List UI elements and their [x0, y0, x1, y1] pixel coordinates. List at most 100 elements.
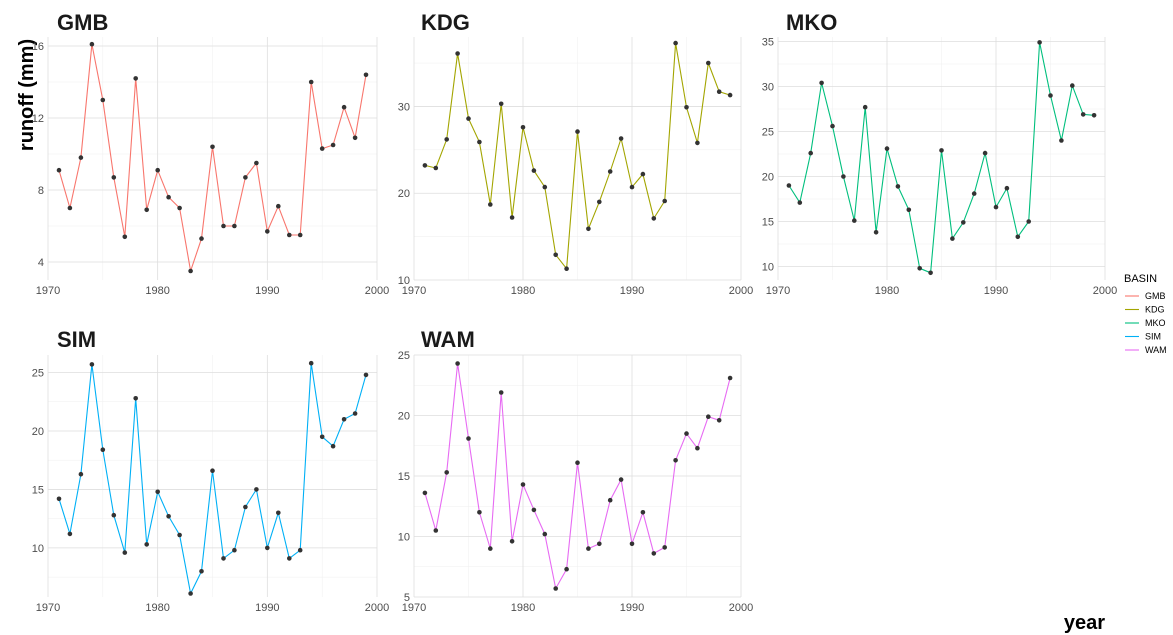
data-point — [1080, 112, 1086, 117]
data-point — [695, 445, 700, 451]
x-tick-label: 2000 — [365, 602, 389, 614]
panel-title-gmb: GMB — [57, 10, 108, 35]
data-point — [597, 199, 602, 205]
x-axis-title: year — [1064, 612, 1105, 634]
panel-title-sim: SIM — [57, 327, 96, 352]
y-tick-label: 20 — [32, 426, 44, 438]
data-point — [276, 510, 281, 516]
data-point — [695, 140, 700, 146]
data-point — [67, 531, 73, 537]
data-point — [308, 79, 314, 85]
y-tick-label: 25 — [398, 350, 410, 362]
data-point — [1091, 113, 1097, 118]
data-point — [884, 146, 890, 151]
panel-kdg: 1970 1980 1990 2000 10 20 30 KDG — [398, 10, 753, 297]
y-tick-label: 35 — [762, 37, 774, 49]
y-tick-label: 5 — [404, 592, 410, 604]
data-point — [455, 51, 460, 56]
data-point — [455, 361, 460, 366]
data-point — [477, 139, 482, 145]
data-point — [917, 266, 922, 271]
data-point — [640, 510, 646, 515]
data-point — [177, 532, 182, 538]
data-point — [166, 514, 171, 519]
data-point — [673, 458, 678, 463]
data-point — [662, 545, 667, 550]
data-point — [727, 92, 733, 98]
x-tick-label: 1990 — [984, 285, 1008, 297]
data-point — [819, 80, 824, 86]
data-point — [330, 443, 336, 449]
data-point — [1015, 234, 1021, 240]
panel-gmb: 1970 1980 1990 2000 4 8 12 16 GMB — [32, 10, 389, 297]
y-tick-label: 30 — [398, 101, 410, 113]
data-point — [651, 216, 657, 221]
y-tick-label: 25 — [762, 127, 774, 139]
data-point — [422, 490, 428, 496]
data-point — [122, 550, 128, 555]
data-point — [433, 528, 439, 533]
data-point — [352, 411, 358, 416]
data-point — [276, 203, 281, 209]
data-point — [111, 512, 117, 518]
data-point — [797, 200, 803, 205]
data-point — [906, 207, 912, 213]
data-point — [319, 434, 325, 440]
data-point — [852, 218, 857, 223]
data-point — [727, 375, 733, 381]
data-point — [243, 504, 248, 510]
data-point — [188, 268, 193, 274]
data-point — [56, 496, 62, 502]
y-tick-label: 30 — [762, 82, 774, 94]
data-point — [341, 417, 347, 422]
data-point — [254, 160, 259, 166]
data-point — [830, 123, 835, 129]
y-tick-label: 10 — [32, 543, 44, 555]
data-point — [466, 436, 471, 441]
x-tick-label: 1980 — [511, 285, 535, 297]
data-point — [122, 234, 128, 240]
data-point — [961, 220, 966, 225]
data-point — [531, 168, 537, 173]
x-tick-label: 1970 — [402, 285, 426, 297]
data-point — [542, 184, 548, 190]
data-point — [575, 460, 580, 466]
data-point — [498, 390, 504, 395]
data-point — [520, 125, 526, 130]
y-tick-label: 12 — [32, 113, 44, 125]
data-point — [873, 230, 879, 235]
data-point — [155, 489, 160, 495]
y-tick-label: 10 — [762, 262, 774, 274]
panels-layer: 1970 1980 1990 2000 4 8 12 16 GMB 1970 1980 1990 200… — [32, 10, 1117, 614]
data-point — [111, 175, 117, 180]
data-point — [629, 184, 635, 190]
data-point — [841, 174, 846, 179]
panel-mko: 1970 1980 1990 2000 10 15 20 25 30 35 MKO — [762, 10, 1117, 297]
data-point — [1037, 40, 1042, 45]
data-point — [341, 104, 347, 110]
data-point — [444, 137, 450, 142]
x-tick-label: 1980 — [145, 602, 169, 614]
data-point — [706, 60, 711, 66]
data-point — [684, 431, 689, 436]
data-point — [100, 447, 106, 453]
data-point — [363, 72, 369, 78]
x-tick-label: 1970 — [766, 285, 790, 297]
data-point — [477, 510, 482, 515]
data-point — [177, 205, 182, 211]
data-point — [265, 545, 270, 551]
data-point — [100, 97, 106, 103]
data-point — [210, 144, 215, 150]
y-tick-label: 16 — [32, 41, 44, 53]
data-point — [297, 232, 303, 238]
data-point — [1070, 83, 1075, 88]
data-point — [67, 205, 73, 211]
data-point — [1026, 219, 1031, 224]
data-point — [319, 146, 325, 151]
data-point — [498, 101, 504, 107]
data-point — [607, 497, 613, 503]
data-point — [144, 542, 149, 547]
data-point — [618, 477, 624, 482]
data-point — [243, 175, 248, 180]
legend-title: BASIN — [1124, 273, 1157, 285]
